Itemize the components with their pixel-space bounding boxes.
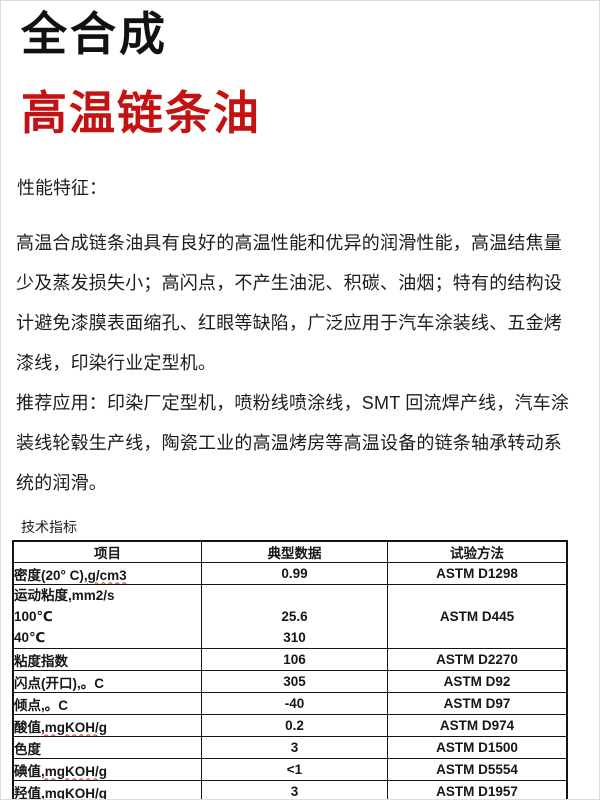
spellcheck-underlined-text: ,mgKOH/g [41,785,107,800]
cell-item-line: 100℃ [14,609,53,624]
cell-item: 色度 [12,736,202,759]
text-line: 计避免漆膜表面缩孔、红眼等缺陷，广泛应用于汽车涂装线、五金烤 [16,313,562,333]
table-row: 运动粘度,mm2/s 100℃ 40℃ 25.6 310 ASTM D445 [12,584,568,649]
table-row: 粘度指数 106 ASTM D2270 [12,648,568,671]
cell-item: 羟值,mgKOH/g [12,780,202,800]
cell-typical-data: 106 [201,648,388,671]
cell-typical-data: 305 [201,670,388,693]
cell-typical-data: 25.6 310 [201,584,388,649]
table-row: 密度(20° C),g/cm3 0.99 ASTM D1298 [12,562,568,585]
cell-typical-data: 3 [201,736,388,759]
text-line: 统的润滑。 [16,473,107,493]
cell-test-method: ASTM D1500 [387,736,568,759]
product-category-title: 全合成 [21,8,168,60]
column-header-typical-data: 典型数据 [201,540,388,563]
text-line: 少及蒸发损失小；高闪点，不产生油泥、积碳、油烟；特有的结构设 [16,273,562,293]
spec-table: 项目 典型数据 试验方法 密度(20° C),g/cm3 0.99 ASTM D12… [12,540,568,800]
cell-item: 密度(20° C),g/cm3 [12,562,202,585]
table-row: 羟值,mgKOH/g 3 ASTM D1957 [12,780,568,800]
cell-item: 倾点,。C [12,692,202,715]
table-row: 闪点(开口),。C 305 ASTM D92 [12,670,568,693]
cell-item: 粘度指数 [12,648,202,671]
spellcheck-underlined-text: ,g/cm3 [83,567,127,583]
cell-item-line: 40℃ [14,630,46,645]
cell-test-method: ASTM D1957 [387,780,568,799]
column-header-item: 项目 [12,540,202,563]
applications-paragraph: 推荐应用：印染厂定型机，喷粉线喷涂线，SMT 回流焊产线，汽车涂 装线轮毂生产线，… [16,383,585,503]
table-row: 倾点,。C -40 ASTM D97 [12,692,568,715]
spec-table-caption: 技术指标 [21,519,77,535]
cell-value-line [203,586,387,607]
text-line: 装线轮毂生产线，陶瓷工业的高温烤房等高温设备的链条轴承转动系 [16,433,562,453]
cell-test-method: ASTM D5554 [387,758,568,781]
text-line: 高温合成链条油具有良好的高温性能和优异的润滑性能，高温结焦量 [16,233,562,253]
cell-typical-data: 0.2 [201,714,388,737]
spec-table-header-row: 项目 典型数据 试验方法 [12,540,568,563]
cell-typical-data: 3 [201,780,388,799]
cell-test-method: ASTM D974 [387,714,568,737]
cell-test-method: ASTM D92 [387,670,568,693]
table-row: 碘值,mgKOH/g <1 ASTM D5554 [12,758,568,781]
cell-test-method: ASTM D2270 [387,648,568,671]
column-header-test-method: 试验方法 [387,540,568,563]
cell-test-method: ASTM D445 [387,584,568,649]
cell-item: 酸值,mgKOH/g [12,714,202,737]
cell-typical-data: 0.99 [201,562,388,585]
cell-item: 闪点(开口),。C [12,670,202,693]
cell-item-line: 运动粘度,mm2/s [14,588,115,603]
spellcheck-underlined-text: ,mgKOH/g [41,719,107,735]
features-paragraph: 高温合成链条油具有良好的高温性能和优异的润滑性能，高温结焦量 少及蒸发损失小；高闪… [16,223,585,383]
table-row: 色度 3 ASTM D1500 [12,736,568,759]
spellcheck-underlined-text: ,mgKOH/g [41,763,107,779]
features-heading: 性能特征： [17,178,107,198]
cell-typical-data: <1 [201,758,388,781]
text-line: 推荐应用：印染厂定型机，喷粉线喷涂线，SMT 回流焊产线，汽车涂 [16,393,570,413]
cell-item: 碘值,mgKOH/g [12,758,202,781]
cell-test-method: ASTM D1298 [387,562,568,585]
cell-test-method: ASTM D97 [387,692,568,715]
product-name-title: 高温链条油 [21,87,261,139]
cell-value-line: 310 [283,630,306,645]
cell-value-line: 25.6 [281,609,308,624]
cell-typical-data: -40 [201,692,388,715]
table-row: 酸值,mgKOH/g 0.2 ASTM D974 [12,714,568,737]
text-line: 漆线，印染行业定型机。 [16,353,217,373]
cell-item: 运动粘度,mm2/s 100℃ 40℃ [12,584,202,649]
